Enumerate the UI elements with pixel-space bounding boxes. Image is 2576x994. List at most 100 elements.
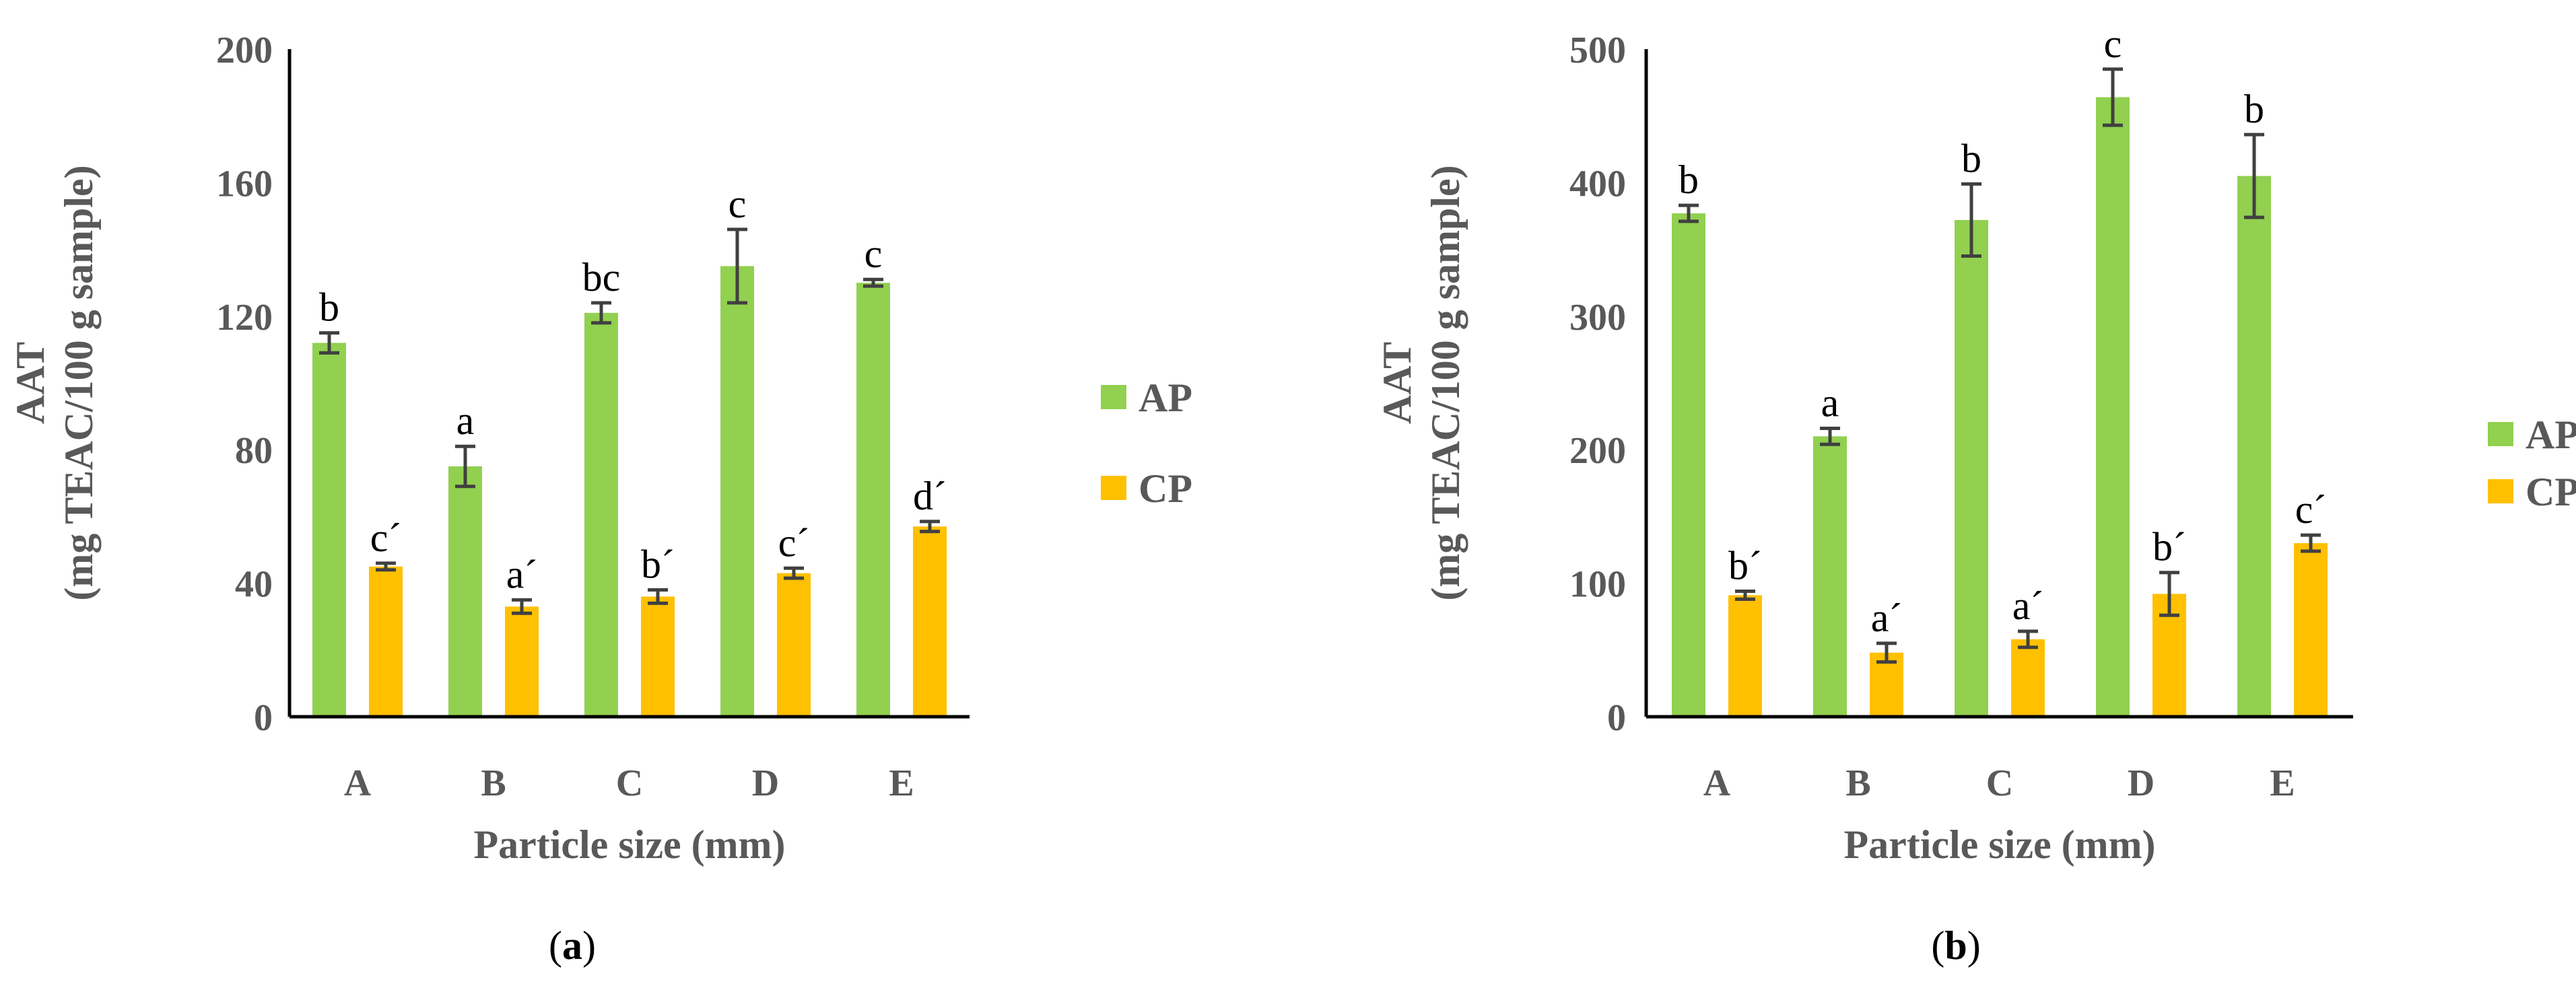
error-bar — [2103, 67, 2123, 127]
bar-cp-A — [1728, 595, 1762, 717]
error-bar — [2159, 571, 2179, 617]
significance-letter: c — [728, 182, 747, 226]
bar-cp-E — [913, 526, 947, 717]
x-axis-title: Particle size (mm) — [1843, 822, 2155, 867]
y-tick-label: 80 — [235, 430, 273, 472]
chart-panel-b: 0 100 200 300 400 500 AAT (mg TEAC/100 g sample… — [1375, 22, 2576, 968]
x-tick-label: C — [616, 762, 643, 804]
bar-ap-C — [584, 312, 618, 717]
y-tick-label: 0 — [1607, 697, 1626, 739]
error-bar — [784, 566, 804, 580]
y-tick-label: 100 — [1569, 564, 1626, 606]
bar-ap-D — [720, 266, 754, 717]
error-bar — [591, 301, 611, 325]
significance-letter: a — [456, 398, 475, 443]
panel-label-letter: a — [562, 923, 582, 968]
panel-label-open: ( — [549, 923, 562, 968]
y-tick-label: 160 — [216, 163, 273, 205]
error-bar — [1735, 590, 1755, 601]
legend-label-cp: CP — [1139, 466, 1192, 511]
legend-label-cp: CP — [2526, 470, 2576, 514]
legend-swatch-ap — [1101, 385, 1126, 409]
y-tick-label: 120 — [216, 297, 273, 339]
significance-letter: c — [2104, 22, 2122, 66]
legend-label-ap: AP — [2526, 413, 2576, 457]
error-bar — [376, 561, 396, 572]
y-tick-label: 400 — [1569, 163, 1626, 205]
error-bar — [1679, 203, 1699, 223]
significance-letter: a´ — [1871, 596, 1903, 640]
error-bar — [2018, 629, 2038, 649]
bar-ap-B — [448, 466, 482, 717]
bar-cp-B — [505, 606, 539, 717]
significance-letter: c´ — [778, 520, 810, 565]
significance-letter: c´ — [370, 516, 402, 560]
bar-cp-C — [2011, 639, 2045, 717]
x-tick-label: B — [1845, 762, 1870, 804]
y-tick-label: 200 — [1569, 430, 1626, 472]
error-bar — [920, 520, 940, 534]
panel-label: (b) — [1931, 923, 1980, 968]
x-tick-label: A — [344, 762, 372, 804]
bar-ap-D — [2096, 97, 2130, 717]
error-bar — [319, 331, 339, 355]
bar-ap-B — [1813, 436, 1847, 717]
panel-label-close: ) — [1967, 923, 1981, 968]
error-bar — [863, 277, 883, 288]
panel-label-letter: b — [1944, 923, 1967, 968]
legend-swatch-ap — [2488, 422, 2513, 446]
y-axis-title: AAT — [1375, 342, 1419, 424]
chart-panel-a: 0 40 80 120 160 200 AAT (mg TEAC/100 g sample) A… — [8, 30, 1192, 968]
significance-letter: b — [1961, 136, 1981, 180]
legend-swatch-cp — [2488, 479, 2513, 503]
panel-label: (a) — [549, 923, 596, 968]
bar-cp-C — [641, 596, 675, 717]
significance-letter: b´ — [1728, 544, 1762, 588]
significance-letter: d´ — [913, 474, 947, 518]
bar-ap-A — [1672, 213, 1705, 717]
panel-label-close: ) — [582, 923, 596, 968]
bar-ap-E — [2237, 176, 2271, 717]
significance-letter: b — [319, 285, 339, 330]
x-tick-label: B — [481, 762, 506, 804]
x-tick-label: D — [752, 762, 779, 804]
significance-letter: a — [1821, 380, 1839, 425]
error-bar — [455, 444, 475, 489]
x-tick-label: D — [2128, 762, 2155, 804]
error-bar — [512, 598, 532, 615]
significance-letter: a´ — [506, 552, 538, 596]
x-tick-label: E — [2270, 762, 2295, 804]
bar-ap-C — [1955, 219, 1988, 717]
significance-letter: c´ — [2295, 487, 2327, 532]
legend: AP CP — [1101, 376, 1192, 511]
bar-ap-A — [312, 343, 346, 717]
y-axis-title: AAT — [8, 342, 53, 424]
error-bar — [648, 588, 668, 605]
significance-letter: bc — [582, 255, 621, 299]
x-axis-title: Particle size (mm) — [473, 822, 785, 867]
significance-letter: a´ — [2012, 583, 2044, 628]
bar-cp-A — [369, 566, 403, 717]
x-tick-label: A — [1703, 762, 1731, 804]
error-bar — [727, 227, 747, 305]
legend-label-ap: AP — [1139, 376, 1192, 420]
significance-letter: b´ — [2153, 525, 2186, 569]
bar-cp-D — [777, 573, 811, 717]
y-tick-label: 500 — [1569, 30, 1626, 71]
bar-cp-E — [2294, 543, 2328, 717]
error-bar — [2244, 133, 2264, 219]
y-tick-label: 40 — [235, 564, 273, 606]
significance-letter: b´ — [641, 542, 675, 587]
legend: AP CP — [2488, 413, 2576, 514]
significance-letter: b — [2244, 87, 2264, 131]
legend-swatch-cp — [1101, 476, 1126, 500]
bar-ap-E — [856, 283, 890, 717]
y-tick-label: 300 — [1569, 297, 1626, 339]
y-tick-label: 200 — [216, 30, 273, 71]
error-bar — [1820, 426, 1840, 446]
significance-letter: b — [1679, 157, 1699, 202]
y-axis-subtitle: (mg TEAC/100 g sample) — [57, 165, 101, 600]
panel-label-open: ( — [1931, 923, 1944, 968]
